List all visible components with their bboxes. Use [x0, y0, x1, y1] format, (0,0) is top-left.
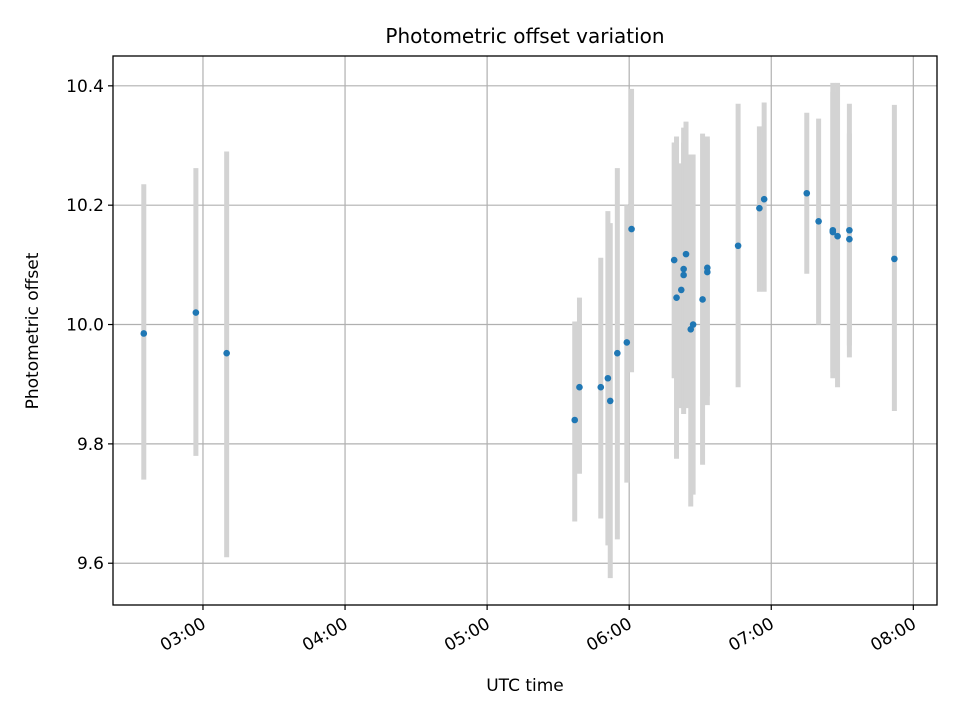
data-point: [760, 195, 768, 203]
data-point: [704, 268, 711, 276]
y-tick-label: 10.0: [66, 316, 104, 336]
data-point: [140, 330, 148, 337]
data-point: [846, 235, 853, 243]
data-point: [623, 339, 631, 346]
data-point: [614, 349, 621, 357]
data-point: [571, 416, 579, 424]
data-point: [734, 242, 742, 250]
data-point: [680, 265, 687, 273]
data-point: [628, 225, 635, 233]
data-point: [756, 204, 763, 212]
data-point: [682, 250, 690, 258]
chart-title: Photometric offset variation: [385, 24, 664, 48]
data-point: [689, 321, 697, 328]
y-axis-title: Photometric offset: [23, 252, 43, 409]
data-point: [223, 349, 230, 357]
data-point: [680, 271, 687, 279]
x-axis-title: UTC time: [486, 676, 564, 696]
data-point: [803, 189, 811, 197]
data-point: [670, 256, 678, 264]
data-point: [606, 397, 614, 405]
y-axis-ticks: 9.6 9.8 10.0 10.2 10.4: [66, 77, 113, 574]
data-point: [834, 232, 841, 240]
data-point: [891, 255, 898, 263]
y-tick-label: 9.6: [77, 554, 104, 574]
y-tick-label: 10.2: [66, 196, 104, 216]
data-point: [192, 309, 200, 316]
data-point: [699, 296, 706, 303]
data-point: [815, 217, 822, 225]
grid-lines: [113, 56, 937, 605]
data-point: [673, 294, 680, 301]
data-point: [677, 286, 685, 294]
y-tick-label: 10.4: [66, 77, 104, 97]
axes-frame: [112, 55, 938, 606]
data-point: [829, 228, 837, 236]
y-tick-label: 9.8: [77, 435, 104, 455]
data-points: [140, 189, 898, 424]
data-point: [597, 383, 605, 391]
data-point: [604, 374, 612, 382]
data-point: [576, 383, 583, 391]
data-point: [846, 226, 853, 234]
